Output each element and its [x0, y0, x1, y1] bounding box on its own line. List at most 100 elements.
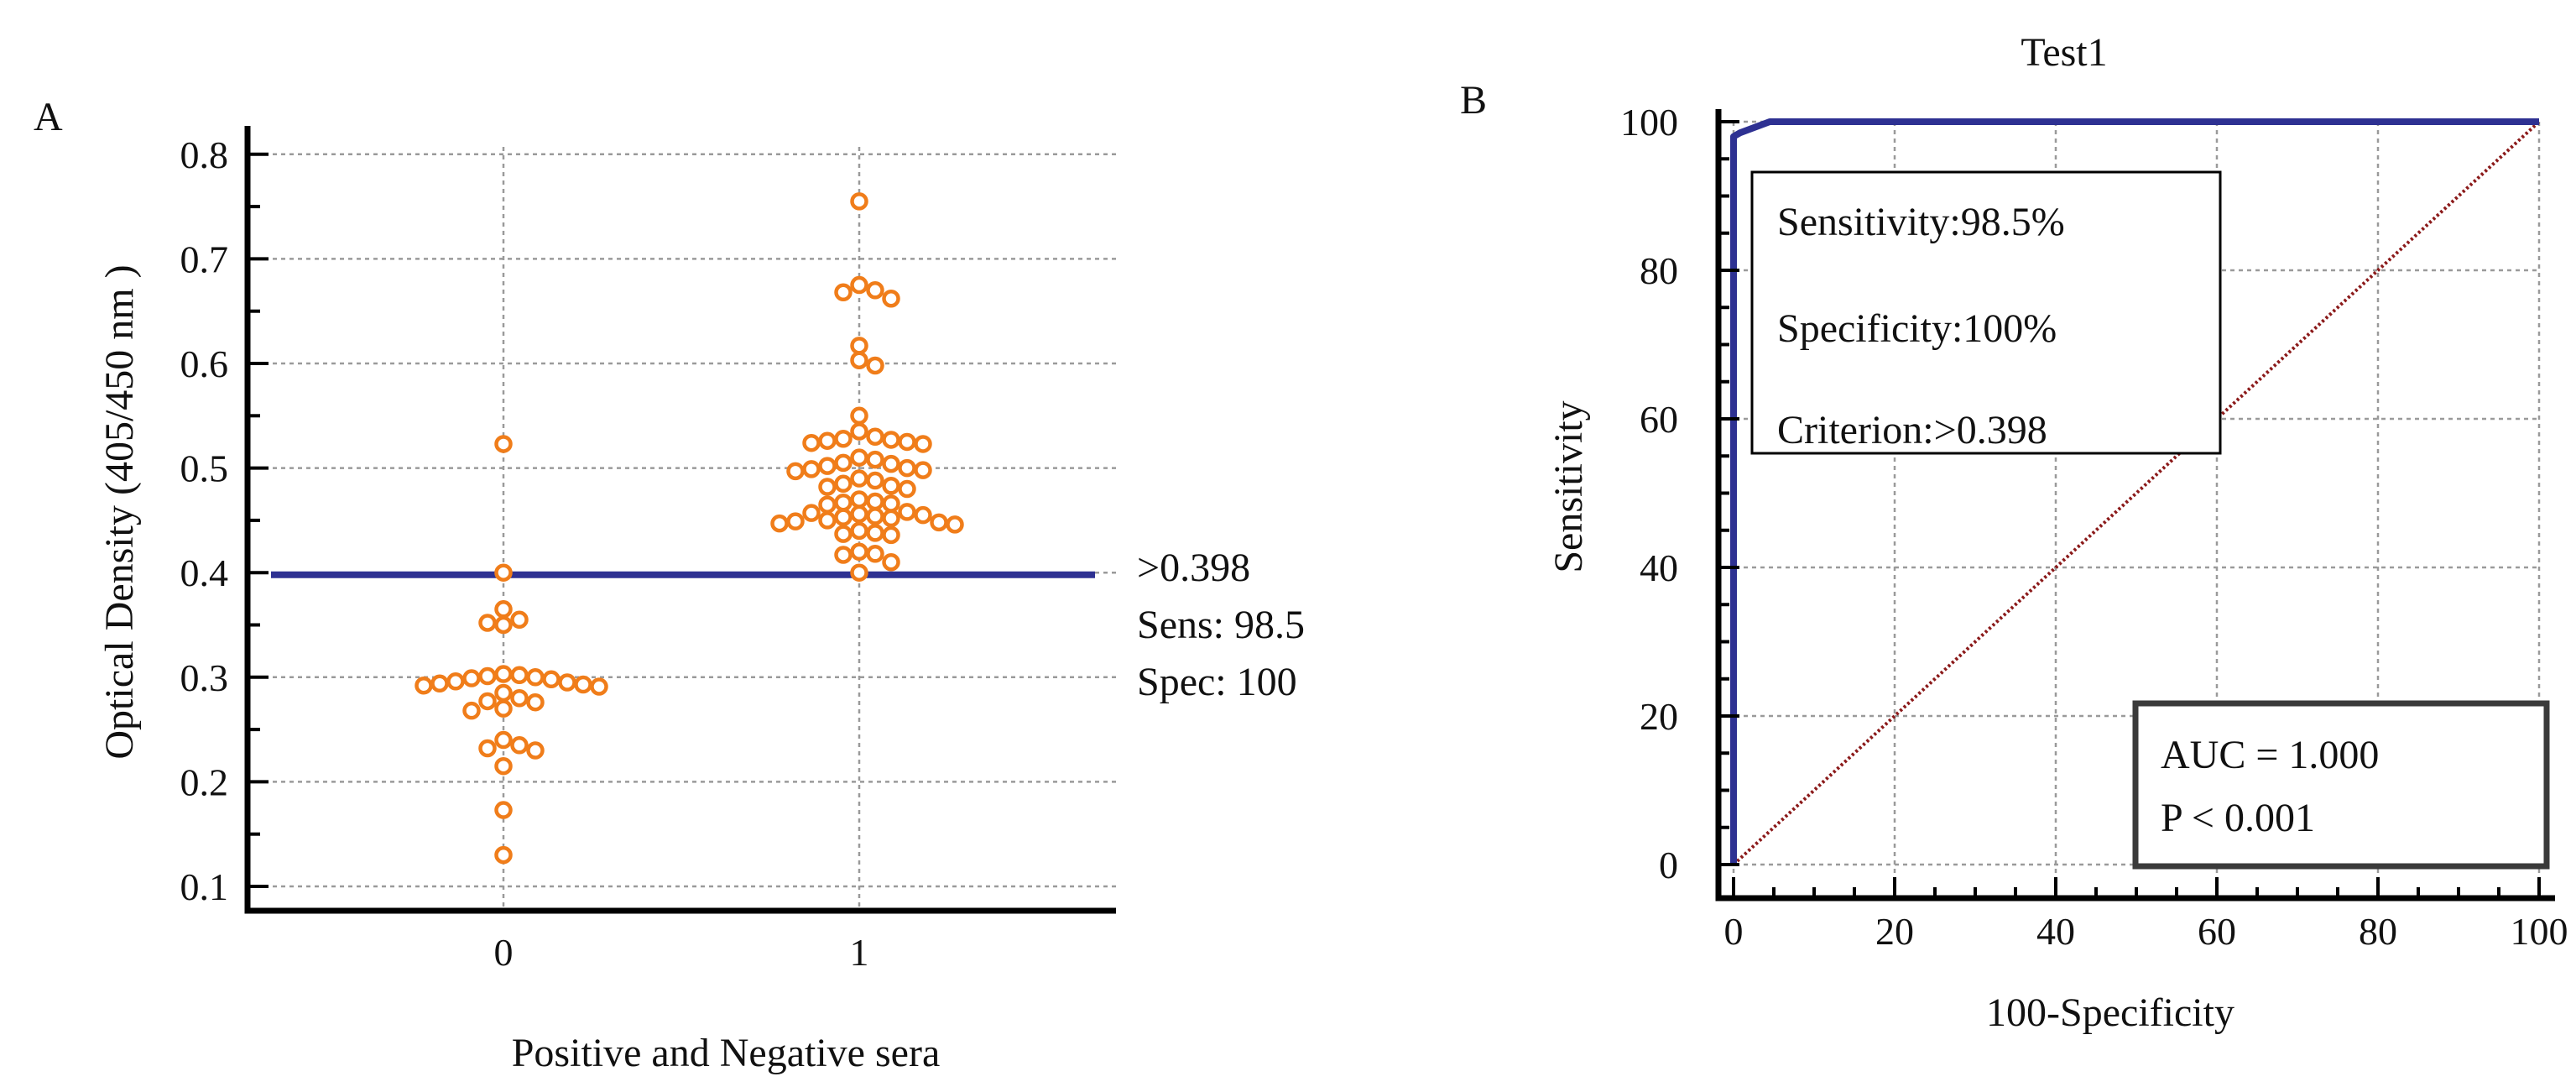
data-point [478, 692, 497, 711]
data-point [882, 494, 900, 513]
panel-b-x-ticks: 0 20 40 60 80 100 [1724, 877, 2568, 953]
data-point [850, 542, 868, 562]
data-point [834, 493, 853, 512]
data-point [882, 509, 900, 528]
panel-b-x-tick-label: 80 [2359, 910, 2397, 953]
data-point [526, 692, 545, 712]
cutoff-annotation-spec: Spec: 100 [1137, 660, 1297, 704]
data-point [850, 275, 868, 295]
data-point [866, 545, 884, 563]
data-point [882, 477, 900, 495]
data-point [510, 736, 529, 755]
data-point [914, 461, 932, 479]
data-point [494, 730, 513, 750]
data-point [882, 454, 900, 473]
panel-a-y-tick-label: 0.8 [180, 133, 229, 176]
data-point [914, 505, 932, 525]
panel-a-y-ticks: 0.1 0.2 0.3 0.4 0.5 0.6 0.7 0.8 [180, 133, 269, 908]
panel-a-points [415, 192, 964, 865]
data-point [882, 525, 900, 545]
stats-specificity: Specificity:100% [1777, 306, 2057, 351]
panel-b-y-ticks: 0 20 40 60 80 100 [1620, 101, 1739, 886]
data-point [866, 524, 884, 542]
panel-b-y-tick-label: 20 [1640, 695, 1678, 738]
data-point [834, 508, 853, 526]
data-point [930, 513, 948, 532]
data-point [866, 427, 884, 446]
data-point [494, 683, 513, 703]
data-point [866, 471, 884, 490]
stats-sensitivity: Sensitivity:98.5% [1777, 200, 2065, 244]
data-point [834, 474, 853, 494]
data-point [834, 546, 853, 564]
panel-b-x-tick-label: 0 [1724, 910, 1744, 953]
data-point [494, 801, 513, 819]
data-point [850, 563, 868, 582]
data-point [786, 512, 805, 530]
data-point [494, 665, 513, 683]
data-point [494, 699, 513, 718]
panel-a-x-tick-label: 0 [494, 931, 514, 974]
data-point [850, 351, 868, 370]
panel-a-y-tick-label: 0.7 [180, 238, 229, 280]
panel-a-y-tick-label: 0.3 [180, 656, 229, 699]
data-point [898, 503, 916, 521]
data-point [526, 668, 545, 687]
data-point [898, 479, 916, 499]
data-point [850, 192, 868, 211]
data-point [834, 453, 853, 473]
panel-a-y-tick-label: 0.4 [180, 551, 229, 594]
panel-a-grid [248, 147, 1116, 911]
panel-b-y-tick-label: 0 [1659, 844, 1678, 886]
stats-box: Sensitivity:98.5% Specificity:100% Crite… [1750, 170, 2222, 455]
data-point [882, 289, 900, 308]
data-point [510, 688, 529, 708]
panel-b-x-axis-label: 100-Specificity [1986, 990, 2234, 1035]
data-point [834, 283, 853, 302]
data-point [802, 504, 821, 522]
panel-a-axes [244, 126, 1116, 914]
data-point [558, 673, 576, 692]
panel-b-title: Test1 [2021, 30, 2107, 75]
data-point [850, 504, 868, 524]
data-point [802, 460, 821, 478]
data-point [430, 674, 449, 693]
data-point [850, 406, 868, 426]
data-point [850, 521, 868, 541]
data-point [574, 675, 592, 694]
data-point [462, 701, 481, 720]
panel-b-x-tick-label: 100 [2511, 910, 2568, 953]
panel-b-label: B [1460, 78, 1487, 123]
data-point [818, 457, 837, 475]
data-point [478, 739, 497, 758]
data-point [446, 672, 465, 691]
cutoff-annotation-criterion: >0.398 [1137, 546, 1250, 590]
data-point [510, 666, 529, 685]
panel-a-x-tick-label: 1 [850, 931, 869, 974]
panel-b-axes [1715, 109, 2555, 901]
data-point [850, 469, 868, 488]
panel-a-y-axis-label: Optical Density (405/450 nm ) [97, 264, 142, 759]
panel-a-y-tick-label: 0.5 [180, 447, 229, 490]
panel-b-y-tick-label: 100 [1620, 101, 1678, 144]
data-point [542, 670, 561, 689]
data-point [770, 514, 789, 533]
data-point [850, 337, 868, 355]
data-point [946, 515, 964, 534]
data-point [834, 429, 853, 448]
data-point [802, 433, 821, 452]
auc-value: AUC = 1.000 [2161, 733, 2379, 777]
panel-a-y-tick-label: 0.6 [180, 342, 229, 385]
data-point [494, 563, 513, 582]
panel-b-x-tick-label: 20 [1875, 910, 1914, 953]
panel-a-y-tick-label: 0.2 [180, 760, 229, 803]
data-point [882, 552, 900, 572]
data-point [866, 450, 884, 469]
panel-b-x-tick-label: 60 [2198, 910, 2236, 953]
data-point [462, 669, 481, 687]
data-point [850, 422, 868, 441]
data-point [494, 435, 513, 453]
data-point [494, 756, 513, 776]
